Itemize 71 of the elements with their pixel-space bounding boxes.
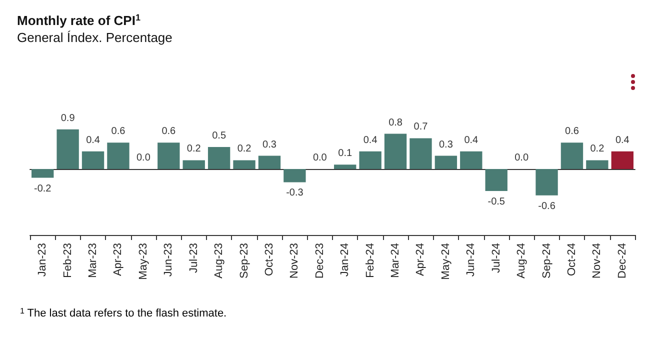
bar: [32, 169, 54, 178]
bar: [560, 142, 584, 169]
data-label: 0.2: [186, 144, 202, 155]
bar: [284, 169, 306, 182]
data-label: 0.4: [86, 134, 100, 146]
data-label: 0.8: [388, 117, 403, 128]
data-label: -0.3: [286, 188, 304, 199]
bar: [107, 142, 130, 169]
data-label: 0.9: [60, 112, 76, 124]
data-label: 0.5: [212, 130, 226, 142]
x-tick-label: Jan-23: [36, 243, 49, 277]
data-label: 0.0: [514, 152, 529, 164]
bar: [359, 151, 382, 169]
data-label: -0.5: [488, 196, 506, 208]
data-label: 0.0: [136, 152, 151, 164]
x-tick-label: Mar-23: [87, 243, 100, 278]
x-tick-label: Dec-24: [616, 243, 628, 278]
x-tick-label: Feb-23: [62, 243, 74, 278]
bar: [208, 147, 230, 169]
x-tick-label: Sep-24: [540, 243, 553, 278]
x-tick-label: Sep-23: [238, 243, 250, 278]
bar: [536, 169, 558, 196]
x-tick-label: Feb-24: [364, 243, 376, 278]
bar: [82, 151, 104, 169]
data-label: 0.6: [111, 126, 126, 138]
x-tick-label: Apr-23: [112, 243, 124, 276]
x-tick-label: Jul-23: [188, 243, 200, 273]
bar: [586, 160, 608, 169]
x-tick-label: Apr-24: [414, 243, 427, 276]
bar: [233, 160, 256, 169]
data-label: -0.6: [538, 200, 556, 212]
x-tick-label: Jun-23: [162, 243, 175, 277]
bar: [611, 151, 634, 169]
data-label: 0.4: [464, 134, 479, 146]
bar: [182, 160, 205, 169]
x-tick-label: Mar-24: [390, 243, 402, 278]
data-label: 0.1: [338, 148, 352, 160]
data-label: 0.7: [414, 122, 428, 133]
x-tick-label: May-23: [137, 243, 150, 280]
x-tick-label: Oct-23: [263, 243, 276, 276]
data-label: 0.4: [615, 134, 630, 146]
x-tick-label: Nov-24: [591, 243, 604, 278]
data-label: 0.2: [590, 144, 605, 155]
chart-subtitle: General Índex. Percentage: [17, 30, 172, 45]
x-tick-label: May-24: [440, 243, 452, 280]
text: 1 The last data refers to the flash estimate.: [20, 306, 227, 320]
bar: [384, 134, 407, 169]
bar: [434, 156, 458, 169]
bar: [485, 169, 508, 191]
bar: [258, 156, 281, 169]
x-tick-label: Oct-24: [566, 243, 578, 276]
data-label: 0.6: [162, 126, 176, 138]
data-label: 0.6: [565, 126, 580, 138]
x-tick-label: Aug-23: [213, 243, 226, 278]
data-label: 0.4: [363, 134, 378, 146]
x-tick-label: Dec-23: [314, 243, 326, 278]
x-tick-label: Jul-24: [490, 243, 502, 273]
bar: [158, 142, 180, 169]
bar: [460, 151, 482, 169]
data-label: -0.2: [34, 183, 52, 194]
x-tick-label: Aug-24: [516, 243, 528, 278]
x-tick-label: Nov-23: [288, 243, 301, 278]
x-tick-label: Jun-24: [465, 243, 478, 277]
x-tick-label: Jan-24: [339, 243, 352, 277]
bar: [410, 138, 432, 169]
data-label: 0.3: [438, 139, 454, 150]
data-label: 0.3: [262, 139, 277, 150]
bar: [334, 164, 356, 169]
data-label: 0.0: [312, 152, 328, 164]
bar: [56, 129, 79, 169]
data-label: 0.2: [237, 144, 252, 155]
